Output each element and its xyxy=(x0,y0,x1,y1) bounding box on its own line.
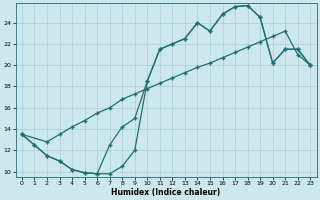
X-axis label: Humidex (Indice chaleur): Humidex (Indice chaleur) xyxy=(111,188,221,197)
